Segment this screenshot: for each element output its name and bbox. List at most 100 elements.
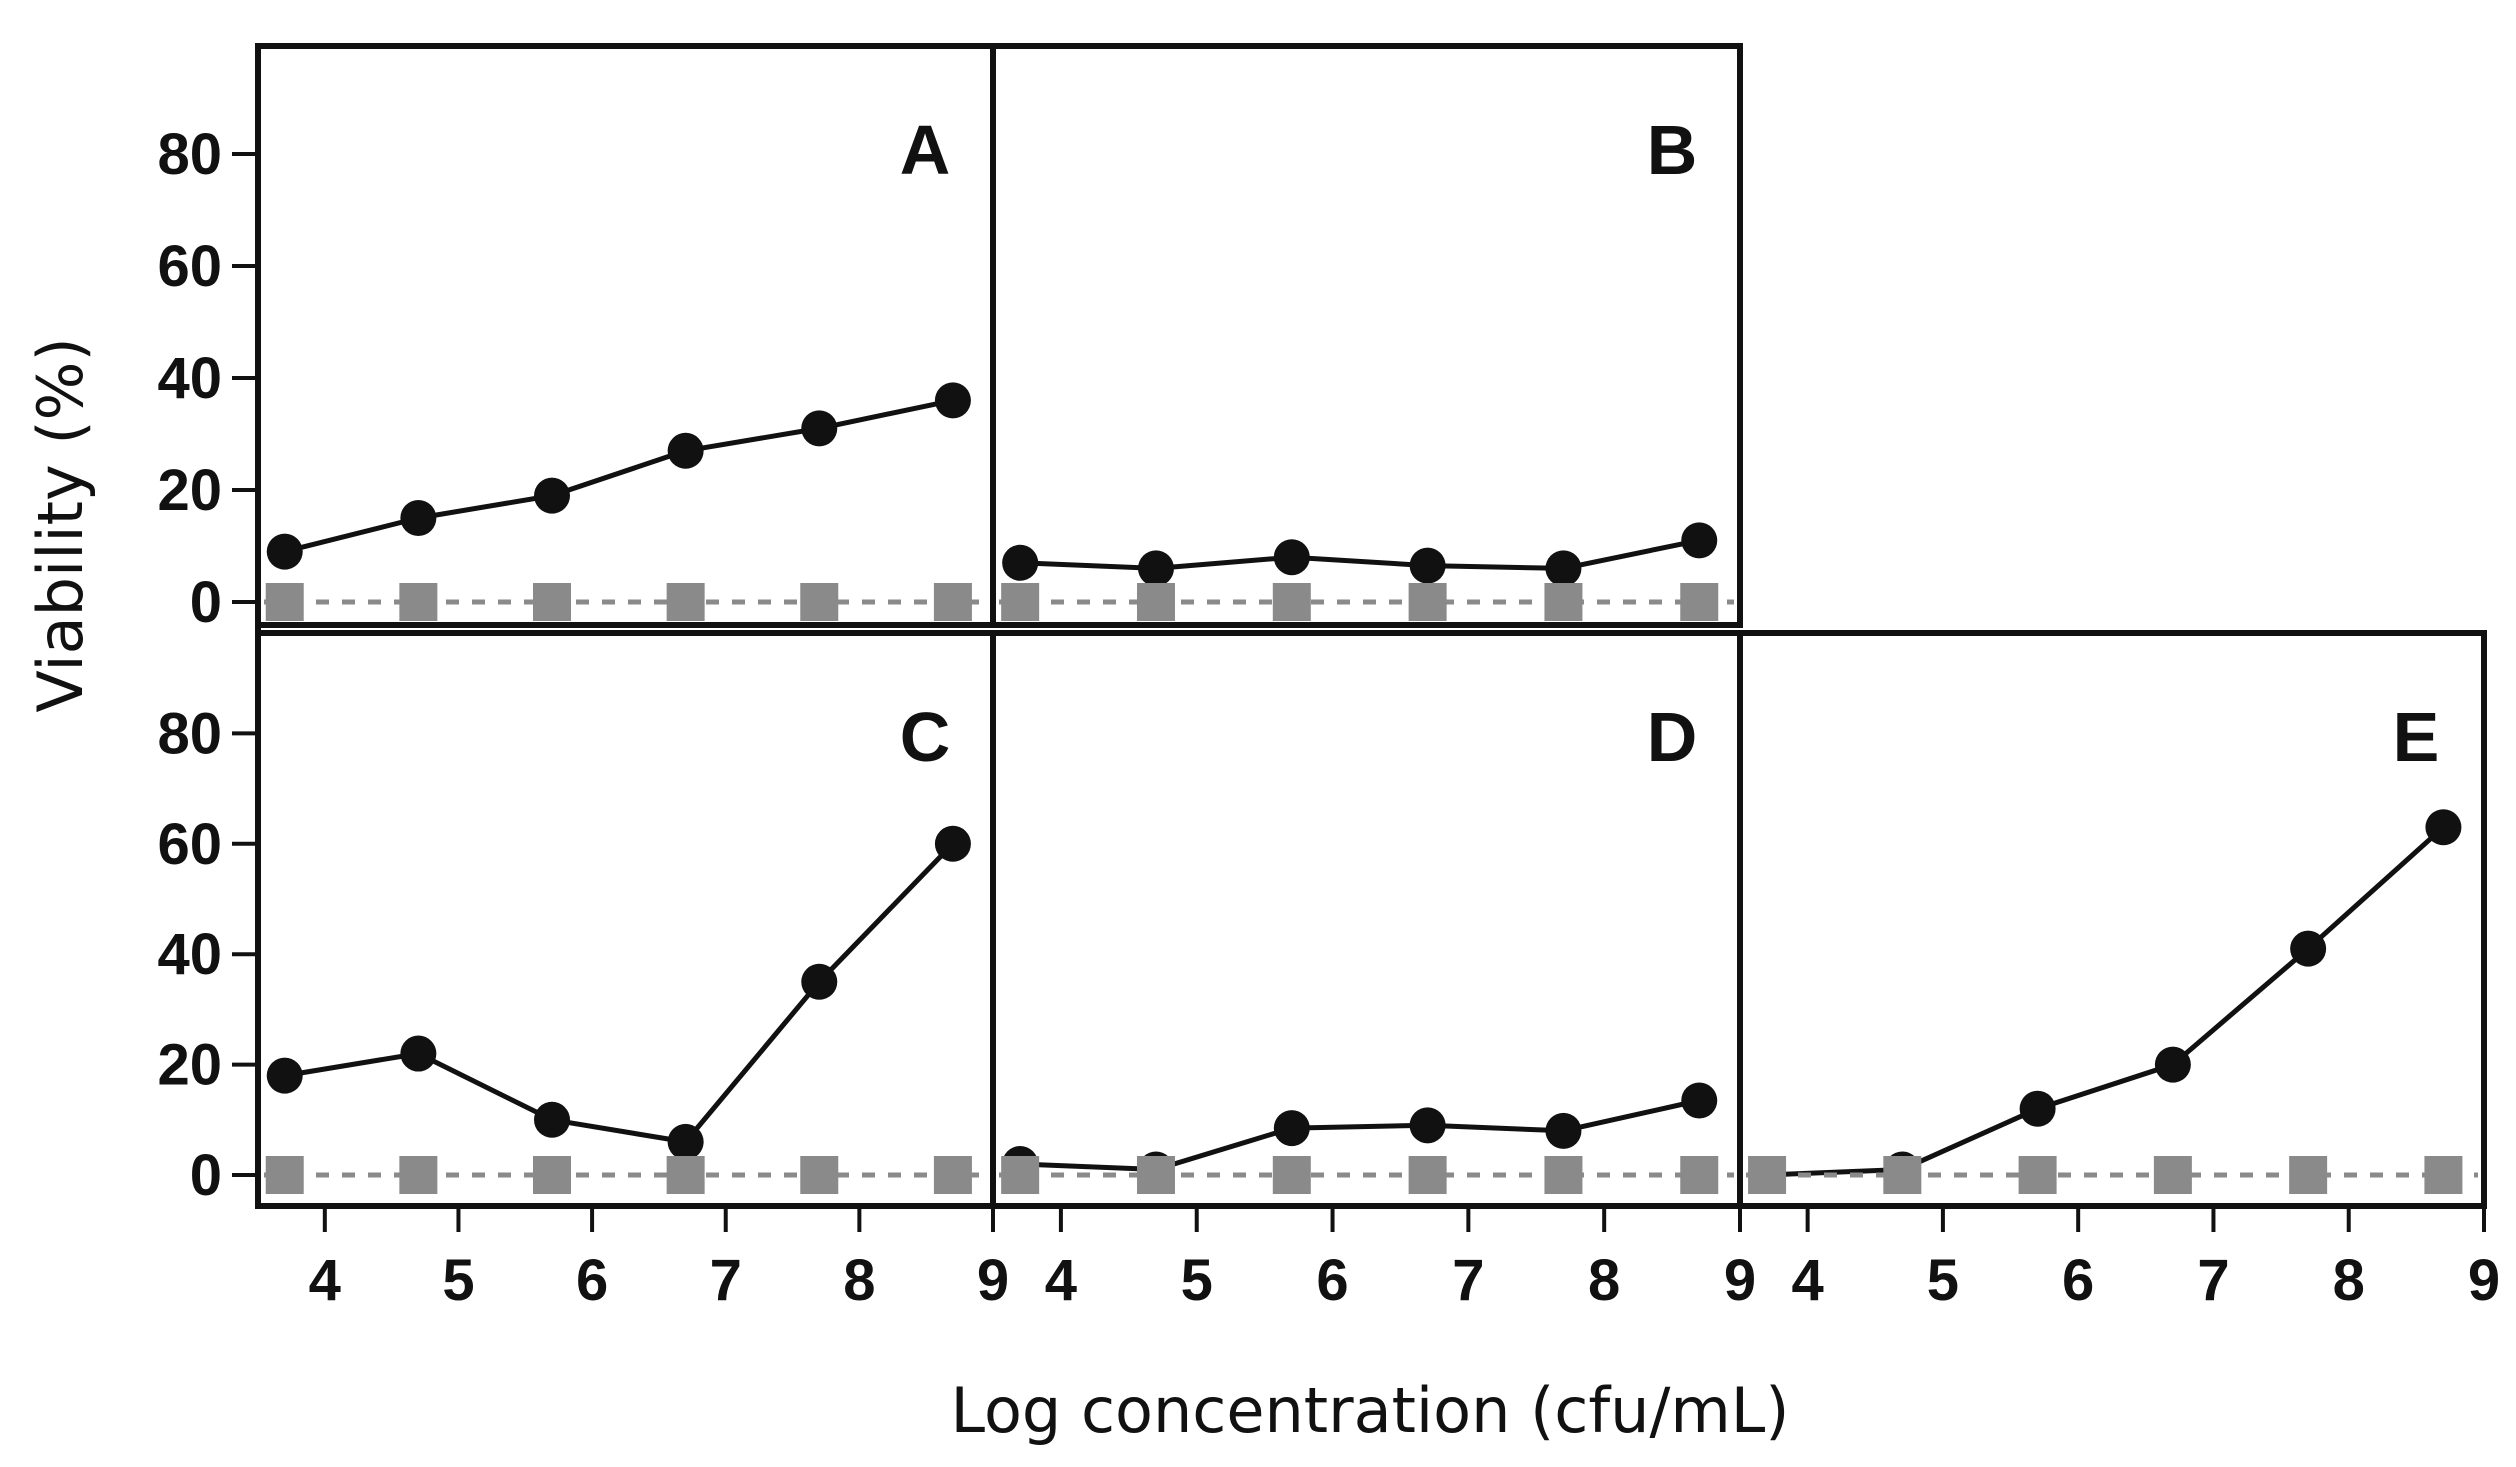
control-point <box>933 583 972 621</box>
x-tick-label: 8 <box>843 1248 875 1313</box>
viability-point <box>1409 547 1446 584</box>
control-point <box>1001 1156 1040 1194</box>
y-tick-label: 0 <box>190 570 222 635</box>
viability-point <box>1681 522 1718 559</box>
control-point <box>533 583 571 621</box>
viability-point <box>266 1057 303 1094</box>
y-axis-title: Viability (%) <box>24 337 97 712</box>
control-point <box>399 1156 438 1194</box>
x-tick-label: 9 <box>1724 1248 1756 1313</box>
x-tick-label: 5 <box>1927 1248 1959 1313</box>
panel-e: E <box>1737 630 2487 1209</box>
viability-point <box>801 410 838 447</box>
viability-point <box>1681 1082 1718 1119</box>
control-point <box>1408 583 1447 621</box>
x-tick-label: 8 <box>1588 1248 1620 1313</box>
control-point <box>1544 1156 1583 1194</box>
control-point <box>1883 1156 1922 1194</box>
panel-a: A <box>255 43 996 628</box>
panel-d: D <box>990 630 1743 1209</box>
control-point <box>1136 1156 1175 1194</box>
control-point <box>265 583 304 621</box>
control-point <box>800 1156 839 1194</box>
control-point <box>2424 1156 2463 1194</box>
panel-label: D <box>1647 698 1698 776</box>
viability-point <box>534 1101 570 1138</box>
viability-point <box>1545 1112 1582 1149</box>
viability-point <box>934 382 971 419</box>
x-axis-title: Log concentration (cfu/mL) <box>951 1374 1790 1447</box>
viability-point <box>667 1123 704 1160</box>
y-tick-label: 80 <box>157 122 222 187</box>
viability-line <box>1020 537 1700 571</box>
viability-point <box>2019 1090 2056 1127</box>
viability-point <box>2154 1046 2191 1083</box>
x-tick-label: 7 <box>2197 1248 2229 1313</box>
viability-point <box>667 432 704 469</box>
viability-point <box>266 533 303 570</box>
viability-point <box>1545 550 1582 587</box>
x-tick-label: 4 <box>1792 1248 1824 1313</box>
panel-b: B <box>990 43 1743 628</box>
panel-label: C <box>900 698 951 776</box>
control-point <box>1680 1156 1719 1194</box>
viability-point <box>400 500 437 536</box>
viability-point <box>1273 1110 1310 1147</box>
viability-point <box>534 477 570 514</box>
control-point <box>2018 1156 2057 1194</box>
viability-line <box>284 842 955 1145</box>
viability-point <box>1002 544 1039 581</box>
panel-c: C <box>255 630 996 1209</box>
panels-layer: A B C D E <box>255 43 2487 1209</box>
y-tick-label: 60 <box>157 234 222 299</box>
y-tick-label: 40 <box>157 346 222 411</box>
panel-label: A <box>900 111 951 189</box>
x-tick-label: 8 <box>2333 1248 2365 1313</box>
x-tick-label: 5 <box>442 1248 474 1313</box>
control-point <box>2153 1156 2192 1194</box>
control-point <box>1680 583 1719 621</box>
control-point <box>1272 583 1311 621</box>
x-tick-label: 6 <box>576 1248 608 1313</box>
control-point <box>933 1156 972 1194</box>
y-tick-label: 20 <box>157 1033 222 1098</box>
viability-point <box>400 1035 437 1072</box>
control-point <box>1001 583 1040 621</box>
panel-label: B <box>1647 111 1698 189</box>
x-tick-label: 4 <box>1045 1248 1077 1313</box>
x-tick-label: 5 <box>1181 1248 1213 1313</box>
y-tick-label: 60 <box>157 812 222 877</box>
y-tick-label: 80 <box>157 701 222 766</box>
control-point <box>265 1156 304 1194</box>
x-tick-label: 7 <box>1452 1248 1484 1313</box>
control-point <box>1544 583 1583 621</box>
control-point <box>1408 1156 1447 1194</box>
control-point <box>2289 1156 2328 1194</box>
control-point <box>1272 1156 1311 1194</box>
control-point <box>800 583 839 621</box>
x-tick-label: 4 <box>309 1248 341 1313</box>
x-tick-label: 6 <box>1316 1248 1348 1313</box>
viability-line <box>284 397 954 555</box>
y-tick-label: 0 <box>190 1143 222 1208</box>
x-tick-label: 7 <box>710 1248 742 1313</box>
viability-point <box>2425 809 2462 846</box>
y-tick-label: 40 <box>157 922 222 987</box>
viability-line <box>1020 1098 1700 1172</box>
panel-frame <box>990 43 1743 628</box>
viability-point <box>1137 550 1174 587</box>
viability-point <box>1273 539 1310 576</box>
x-tick-label: 9 <box>977 1248 1009 1313</box>
control-point <box>399 583 438 621</box>
viability-point <box>2290 930 2327 967</box>
control-point <box>1136 583 1175 621</box>
viability-point <box>801 963 838 1000</box>
x-tick-label: 9 <box>2468 1248 2500 1313</box>
viability-line <box>1766 825 2446 1178</box>
viability-point <box>1409 1107 1446 1144</box>
y-tick-label: 20 <box>157 458 222 523</box>
control-point <box>1748 1156 1787 1194</box>
x-tick-label: 6 <box>2062 1248 2094 1313</box>
control-point <box>533 1156 571 1194</box>
